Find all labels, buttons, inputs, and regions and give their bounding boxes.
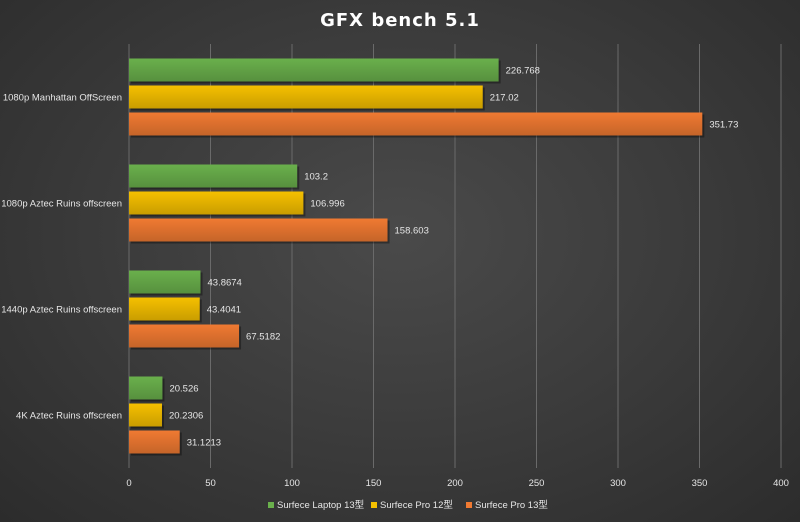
bar [129,191,304,215]
legend-swatch [268,502,274,508]
legend: Surfece Laptop 13型 Surfece Pro 12型 Surfece… [268,500,548,511]
bar [129,270,201,294]
x-tick-label: 150 [366,478,382,489]
data-label: 103.2 [304,172,328,183]
legend-label: Surfece Laptop 13型 [277,500,365,511]
data-label: 158.603 [395,226,429,237]
bars: 226.768 217.02 351.73 103.2 106.996 158.603 43… [129,58,738,456]
legend-label: Surfece Pro 13型 [475,500,548,511]
category-label: 4K Aztec Ruins offscreen [16,411,122,422]
x-tick-label: 50 [205,478,216,489]
data-label: 20.526 [169,384,198,395]
legend-label: Surfece Pro 12型 [380,500,453,511]
bar [129,58,499,82]
bar [129,376,163,400]
data-label: 226.768 [506,66,540,77]
bar [129,164,298,188]
x-tick-label: 300 [610,478,626,489]
x-tick-label: 100 [284,478,300,489]
category-labels: 1080p Manhattan OffScreen 1080p Aztec Rui… [1,93,122,422]
bar [129,297,200,321]
x-tick-label: 400 [773,478,789,489]
data-label: 43.4041 [207,305,241,316]
bar [129,403,162,427]
data-label: 43.8674 [208,278,242,289]
bar [129,324,240,348]
bar [129,218,388,242]
category-label: 1080p Aztec Ruins offscreen [1,199,122,210]
x-tick-labels: 0 50 100 150 200 250 300 350 400 [126,478,789,489]
bar [129,430,180,454]
category-label: 1080p Manhattan OffScreen [3,93,122,104]
x-tick-label: 200 [447,478,463,489]
x-tick-label: 0 [126,478,131,489]
category-label: 1440p Aztec Ruins offscreen [1,305,122,316]
x-tick-label: 350 [692,478,708,489]
legend-swatch [371,502,377,508]
bar [129,85,483,109]
data-label: 67.5182 [246,332,280,343]
data-label: 106.996 [310,199,344,210]
data-label: 217.02 [490,93,519,104]
legend-swatch [466,502,472,508]
data-label: 351.73 [709,120,738,131]
chart-title: GFX bench 5.1 [320,10,480,31]
data-label: 31.1213 [187,438,221,449]
data-label: 20.2306 [169,411,203,422]
x-tick-label: 250 [529,478,545,489]
bar [129,112,703,136]
